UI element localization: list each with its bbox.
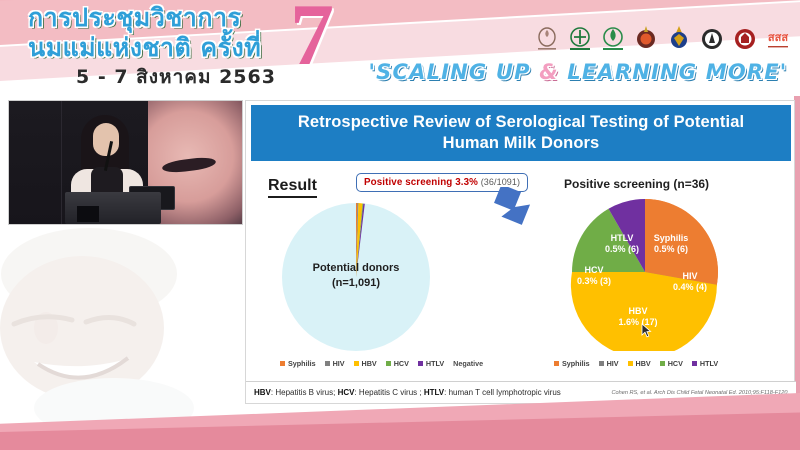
legend-label-hcv-2: HCV <box>667 359 683 368</box>
positive-screening-pie: Syphilis 0.5% (6) HIV 0.4% (4) HBV 1.6% … <box>566 193 724 358</box>
conference-thai-title: การประชุมวิชาการ นมแม่แห่งชาติ ครั้งที่ <box>28 4 348 62</box>
slice-label-hiv-value: 0.4% (4) <box>673 282 707 292</box>
source-citation: Cohen RS, et al. Arch Dis Child Fetal Ne… <box>611 389 789 396</box>
mouse-cursor-icon <box>641 323 652 343</box>
legend-label-htlv: HTLV <box>425 359 445 368</box>
logo-red-crest-icon <box>731 24 759 54</box>
conference-date: 5 - 7 สิงหาคม 2563 <box>76 66 276 88</box>
presentation-slide: Retrospective Review of Serological Test… <box>245 100 796 404</box>
slice-label-hiv-name: HIV <box>682 271 697 281</box>
positive-screening-callout: Positive screening 3.3% (36/1091) <box>356 173 529 192</box>
legend-item-hiv[interactable]: HIV <box>324 359 345 368</box>
speaker-face <box>93 123 119 156</box>
svg-text:สสส: สสส <box>768 31 788 44</box>
right-edge-accent <box>794 96 800 396</box>
positive-screening-title: Positive screening (n=36) <box>564 177 710 191</box>
flow-arrow-icon <box>492 184 538 236</box>
slice-label-hbv-name: HBV <box>628 306 647 316</box>
legend-item-syphilis-2[interactable]: Syphilis <box>554 359 590 368</box>
podium <box>65 192 161 224</box>
podium-panel <box>77 206 99 222</box>
legend-label-hbv-2: HBV <box>635 359 651 368</box>
legend-label-hcv: HCV <box>393 359 409 368</box>
legend-label-hbv: HBV <box>361 359 377 368</box>
baby-photo-watermark <box>0 216 244 426</box>
conference-header-banner: การประชุมวิชาการ นมแม่แห่งชาติ ครั้งที่ … <box>0 0 800 96</box>
legend-right-pie: Syphilis HIV HBV HCV HTLV <box>554 359 718 368</box>
logo-garuda-icon <box>665 24 693 54</box>
logo-thaihealth-sss-icon: สสส <box>764 24 792 54</box>
abbreviation-legend: HBV: Hepatitis B virus; HCV: Hepatitis C… <box>254 388 561 397</box>
slice-label-htlv-value: 0.5% (6) <box>605 244 639 254</box>
result-heading: Result <box>268 177 317 198</box>
logo-royal-seal-icon <box>533 24 561 54</box>
organization-logos: สสส <box>533 22 792 56</box>
legend-item-hcv-2[interactable]: HCV <box>659 359 683 368</box>
thai-title-line-2: นมแม่แห่งชาติ ครั้งที่ <box>28 33 262 62</box>
legend-label-syphilis: Syphilis <box>288 359 316 368</box>
slice-label-hcv-value: 0.3% (3) <box>577 276 611 286</box>
legend-item-hcv[interactable]: HCV <box>385 359 409 368</box>
callout-fraction: (36/1091) <box>480 177 521 187</box>
slice-label-hcv-name: HCV <box>584 265 603 275</box>
thai-title-line-1: การประชุมวิชาการ <box>28 3 242 32</box>
slice-label-syphilis-name: Syphilis <box>654 233 689 243</box>
legend-item-htlv-2[interactable]: HTLV <box>691 359 719 368</box>
conference-edition-number: 7 <box>290 0 334 84</box>
potential-donors-count: (n=1,091) <box>332 277 380 289</box>
legend-label-negative: Negative <box>453 359 484 368</box>
slice-label-htlv-name: HTLV <box>611 233 634 243</box>
logo-health-ministry-icon <box>566 24 594 54</box>
tagline-part-2: LEARNING MORE' <box>558 60 788 84</box>
speaker-video-feed[interactable] <box>8 100 243 225</box>
legend-item-hiv-2[interactable]: HIV <box>598 359 619 368</box>
potential-donors-title: Potential donors <box>312 262 400 274</box>
potential-donors-pie <box>276 197 436 357</box>
legend-label-hiv: HIV <box>332 359 345 368</box>
legend-item-syphilis[interactable]: Syphilis <box>280 359 316 368</box>
potential-donors-center-label: Potential donors (n=1,091) <box>276 261 436 291</box>
slide-title: Retrospective Review of Serological Test… <box>251 105 791 161</box>
logo-public-health-icon <box>599 24 627 54</box>
legend-item-hbv-2[interactable]: HBV <box>627 359 651 368</box>
legend-label-syphilis-2: Syphilis <box>562 359 590 368</box>
legend-label-hiv-2: HIV <box>606 359 619 368</box>
logo-crown-emblem-icon <box>632 24 660 54</box>
conference-tagline: 'SCALING UP & LEARNING MORE' <box>358 60 798 84</box>
slice-label-syphilis-value: 0.5% (6) <box>654 244 688 254</box>
tagline-part-1: 'SCALING UP <box>368 60 540 84</box>
legend-item-hbv[interactable]: HBV <box>353 359 377 368</box>
slice-label-hbv-value: 1.6% (17) <box>618 317 657 327</box>
logo-medical-council-icon <box>698 24 726 54</box>
legend-item-negative[interactable]: Negative <box>453 359 483 368</box>
callout-highlight: Positive screening 3.3% <box>364 177 478 188</box>
legend-item-htlv[interactable]: HTLV <box>417 359 445 368</box>
legend-left-pie: Syphilis HIV HBV HCV HTLV Negative <box>280 359 483 368</box>
legend-label-htlv-2: HTLV <box>699 359 719 368</box>
tagline-ampersand: & <box>539 60 559 84</box>
